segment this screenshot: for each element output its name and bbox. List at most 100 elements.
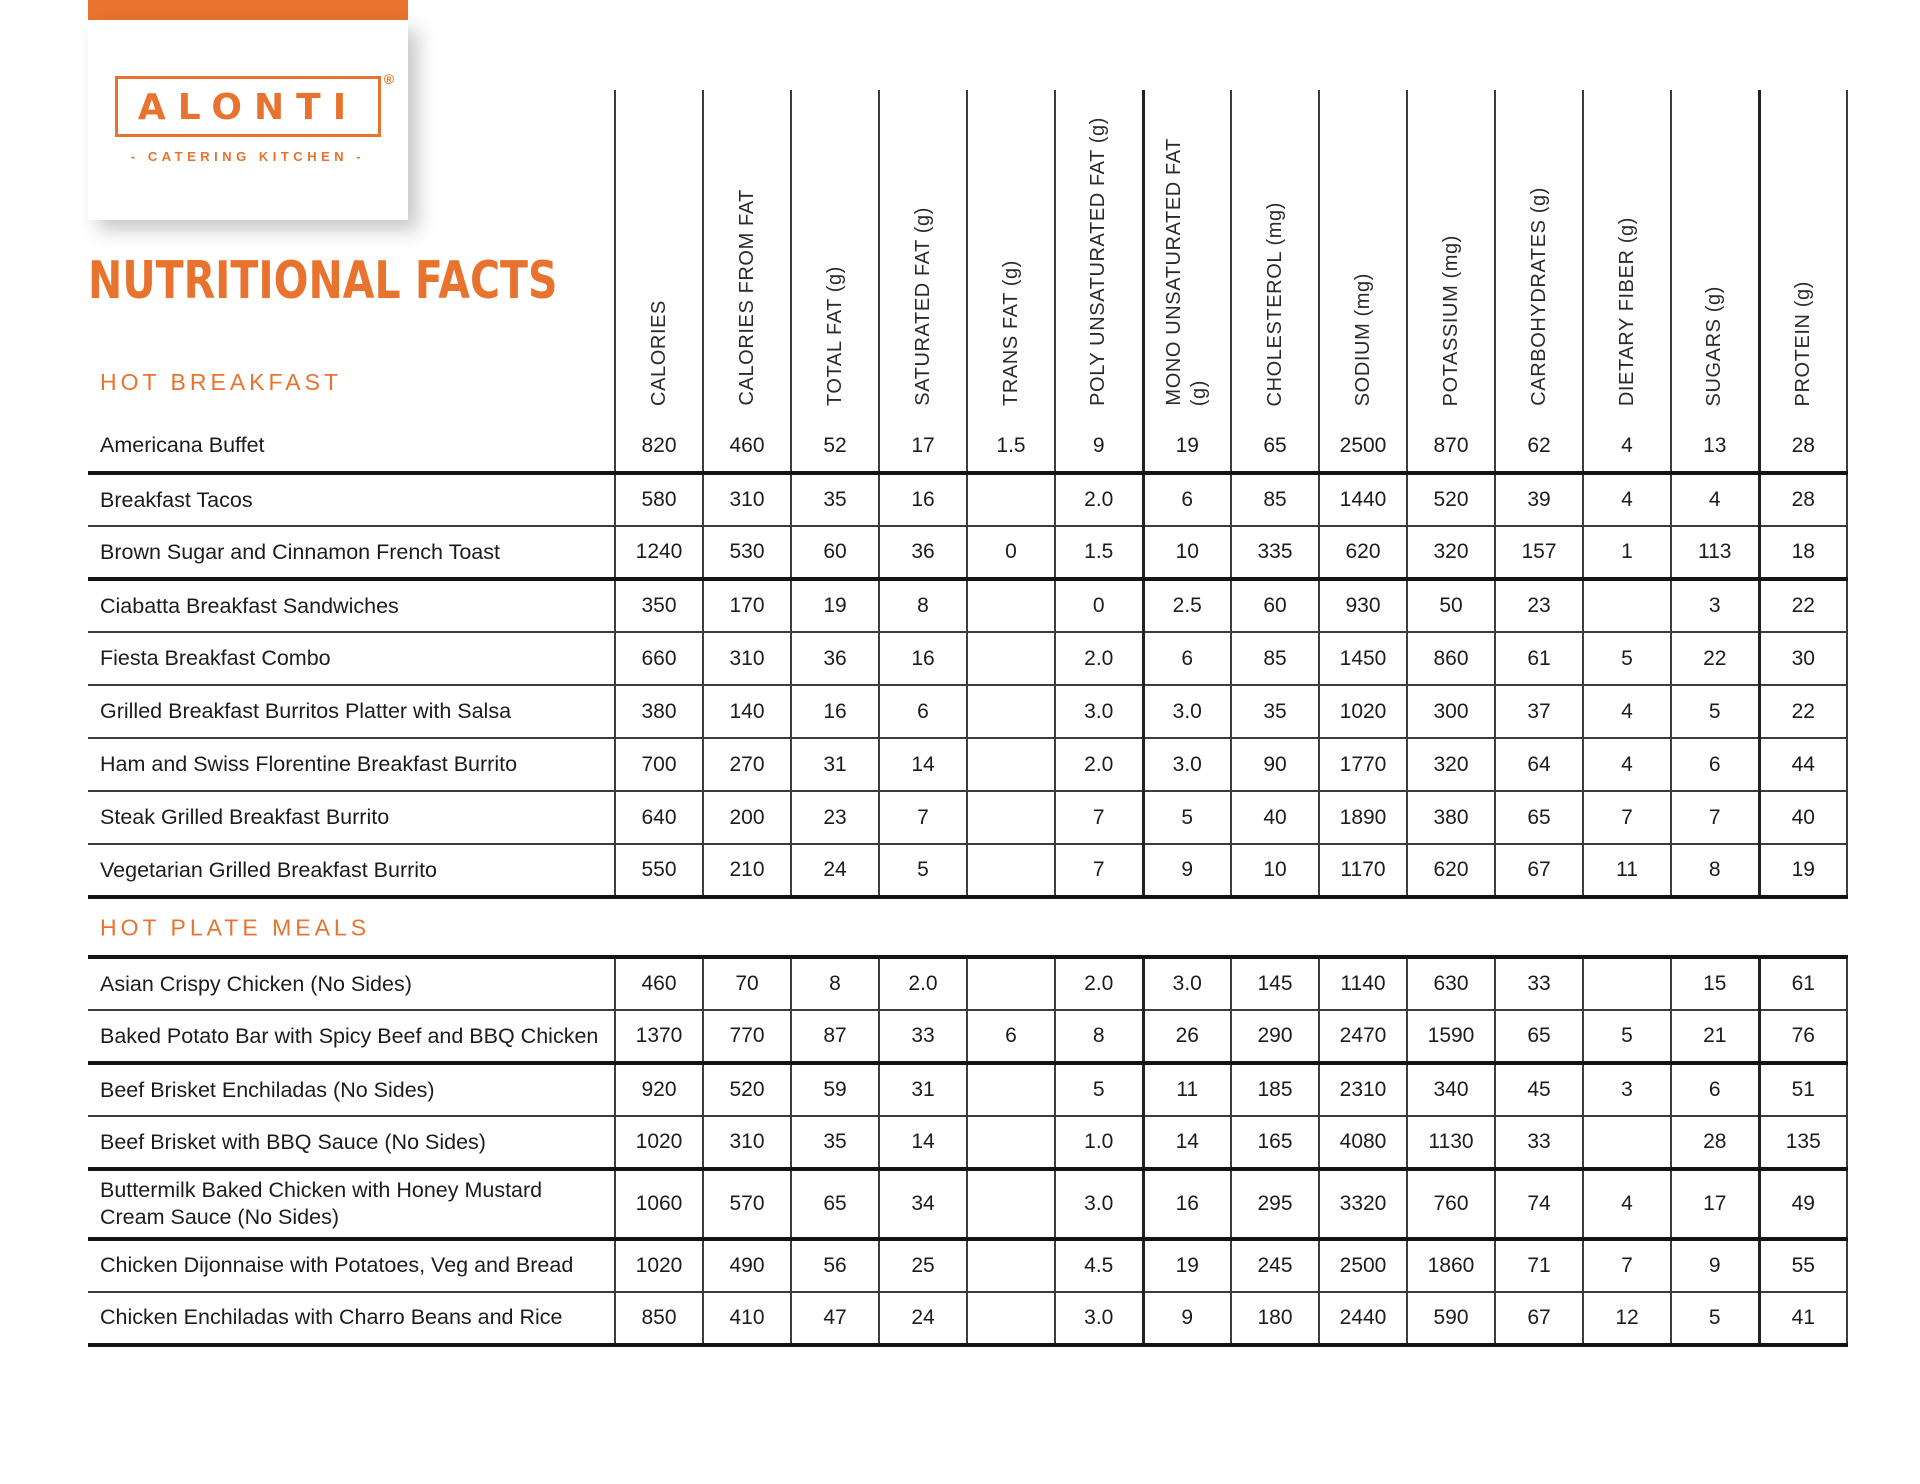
nutrition-value-sugars-g: 28 <box>1670 1116 1759 1171</box>
nutrition-value-dietary-fiber-g <box>1582 957 1671 1011</box>
col-header-trans-fat-g: TRANS FAT (g) <box>966 90 1055 420</box>
nutrition-value-carbohydrates-g: 67 <box>1494 1291 1583 1347</box>
brand-name: ALONTI <box>137 87 359 128</box>
nutrition-value-cholesterol-mg: 295 <box>1230 1169 1319 1241</box>
nutrition-value-sugars-g: 6 <box>1670 738 1759 792</box>
nutrition-value-calories: 350 <box>614 579 703 633</box>
nutrition-value-sugars-g: 8 <box>1670 844 1759 899</box>
dish-name: Breakfast Tacos <box>88 473 615 527</box>
nutrition-value-sodium-mg: 930 <box>1318 579 1407 633</box>
nutrition-value-trans-fat-g <box>966 1063 1055 1117</box>
nutrition-value-poly-unsaturated-fat-g: 1.0 <box>1054 1116 1143 1171</box>
nutrition-value-sugars-g: 21 <box>1670 1010 1759 1065</box>
logo-card: ALONTI ® - CATERING KITCHEN - <box>88 20 408 220</box>
nutrition-value-trans-fat-g: 6 <box>966 1010 1055 1065</box>
nutrition-value-poly-unsaturated-fat-g: 1.5 <box>1054 526 1143 581</box>
nutrition-value-poly-unsaturated-fat-g: 2.0 <box>1054 632 1143 686</box>
nutrition-value-potassium-mg: 630 <box>1406 957 1495 1011</box>
table-row: Asian Crispy Chicken (No Sides) 460 70 8 2.0… <box>88 957 1848 1011</box>
nutrition-value-trans-fat-g: 1.5 <box>966 420 1055 475</box>
nutrition-value-dietary-fiber-g: 3 <box>1582 1063 1671 1117</box>
dish-name: Grilled Breakfast Burritos Platter with … <box>88 685 615 739</box>
nutrition-value-calories: 1020 <box>614 1238 703 1293</box>
nutrition-value-calories-from-fat: 310 <box>702 1116 791 1171</box>
table-row: Breakfast Tacos 580 310 35 16 2.0 6 85 1440 520 39… <box>88 473 1848 527</box>
nutrition-value-calories-from-fat: 210 <box>702 844 791 899</box>
nutrition-value-calories: 640 <box>614 791 703 845</box>
nutrition-value-calories: 820 <box>614 420 703 475</box>
col-header-potassium-mg: POTASSIUM (mg) <box>1406 90 1495 420</box>
nutrition-value-saturated-fat-g: 16 <box>878 473 967 527</box>
table-row: Chicken Dijonnaise with Potatoes, Veg an… <box>88 1238 1848 1293</box>
nutrition-value-potassium-mg: 1860 <box>1406 1238 1495 1293</box>
col-header-label: CALORIES <box>647 300 670 406</box>
nutrition-value-mono-unsaturated-fat: 9 <box>1141 1291 1231 1347</box>
nutrition-value-mono-unsaturated-fat: 26 <box>1141 1010 1231 1065</box>
nutrition-value-total-fat-g: 36 <box>790 632 879 686</box>
nutrition-value-protein-g: 76 <box>1757 1010 1848 1065</box>
nutrition-value-carbohydrates-g: 45 <box>1494 1063 1583 1117</box>
nutrition-value-carbohydrates-g: 64 <box>1494 738 1583 792</box>
nutrition-value-protein-g: 30 <box>1757 632 1848 686</box>
table-row: Vegetarian Grilled Breakfast Burrito 550 2… <box>88 844 1848 899</box>
nutrition-value-carbohydrates-g: 74 <box>1494 1169 1583 1241</box>
nutrition-value-dietary-fiber-g: 4 <box>1582 738 1671 792</box>
table-row: Buttermilk Baked Chicken with Honey Must… <box>88 1169 1848 1241</box>
nutrition-value-mono-unsaturated-fat: 5 <box>1141 791 1231 845</box>
nutrition-value-saturated-fat-g: 14 <box>878 738 967 792</box>
nutrition-value-poly-unsaturated-fat-g: 2.0 <box>1054 473 1143 527</box>
nutrition-value-total-fat-g: 52 <box>790 420 879 475</box>
nutrition-value-calories-from-fat: 460 <box>702 420 791 475</box>
nutrition-value-trans-fat-g <box>966 579 1055 633</box>
dish-name: Fiesta Breakfast Combo <box>88 632 615 686</box>
nutrition-value-mono-unsaturated-fat: 3.0 <box>1141 957 1231 1011</box>
nutrition-value-calories: 700 <box>614 738 703 792</box>
nutrition-value-calories: 1370 <box>614 1010 703 1065</box>
col-header-label: CHOLESTEROL (mg) <box>1263 201 1286 406</box>
nutrition-value-poly-unsaturated-fat-g: 3.0 <box>1054 1169 1143 1241</box>
nutrition-value-dietary-fiber-g: 7 <box>1582 791 1671 845</box>
nutrition-value-potassium-mg: 320 <box>1406 738 1495 792</box>
nutrition-value-sugars-g: 5 <box>1670 1291 1759 1347</box>
column-header-row: HOT BREAKFAST CALORIES CALORIES FROM FAT T… <box>88 90 1848 420</box>
nutrition-value-cholesterol-mg: 85 <box>1230 473 1319 527</box>
dish-name: Buttermilk Baked Chicken with Honey Must… <box>88 1169 615 1241</box>
nutrition-value-trans-fat-g: 0 <box>966 526 1055 581</box>
nutrition-value-total-fat-g: 35 <box>790 473 879 527</box>
nutrition-value-mono-unsaturated-fat: 3.0 <box>1141 738 1231 792</box>
nutrition-value-poly-unsaturated-fat-g: 3.0 <box>1054 685 1143 739</box>
nutrition-value-cholesterol-mg: 165 <box>1230 1116 1319 1171</box>
nutrition-value-saturated-fat-g: 6 <box>878 685 967 739</box>
nutrition-value-total-fat-g: 16 <box>790 685 879 739</box>
table-row: Beef Brisket Enchiladas (No Sides) 920 520… <box>88 1063 1848 1117</box>
nutrition-value-potassium-mg: 340 <box>1406 1063 1495 1117</box>
nutrition-value-calories-from-fat: 520 <box>702 1063 791 1117</box>
table-row: Beef Brisket with BBQ Sauce (No Sides) 10… <box>88 1116 1848 1171</box>
nutrition-value-sugars-g: 113 <box>1670 526 1759 581</box>
dish-name: Chicken Enchiladas with Charro Beans and… <box>88 1291 615 1347</box>
nutrition-value-saturated-fat-g: 8 <box>878 579 967 633</box>
section-title-hot-plate-meals: HOT PLATE MEALS <box>100 914 371 941</box>
nutrition-value-cholesterol-mg: 245 <box>1230 1238 1319 1293</box>
nutrition-value-saturated-fat-g: 2.0 <box>878 957 967 1011</box>
table-row: Brown Sugar and Cinnamon French Toast 124… <box>88 526 1848 581</box>
nutrition-value-calories: 550 <box>614 844 703 899</box>
nutrition-value-potassium-mg: 760 <box>1406 1169 1495 1241</box>
nutrition-value-sugars-g: 17 <box>1670 1169 1759 1241</box>
nutrition-value-mono-unsaturated-fat: 16 <box>1141 1169 1231 1241</box>
nutrition-value-carbohydrates-g: 157 <box>1494 526 1583 581</box>
dish-name: Ciabatta Breakfast Sandwiches <box>88 579 615 633</box>
nutrition-value-calories-from-fat: 270 <box>702 738 791 792</box>
col-header-label: POLY UNSATURATED FAT (g) <box>1087 117 1110 406</box>
nutrition-value-mono-unsaturated-fat: 6 <box>1141 632 1231 686</box>
nutrition-value-trans-fat-g <box>966 685 1055 739</box>
nutrition-value-calories: 1240 <box>614 526 703 581</box>
nutrition-value-cholesterol-mg: 185 <box>1230 1063 1319 1117</box>
nutrition-value-protein-g: 61 <box>1757 957 1848 1011</box>
nutrition-value-dietary-fiber-g: 7 <box>1582 1238 1671 1293</box>
top-orange-bar <box>88 0 408 20</box>
nutrition-value-sodium-mg: 1770 <box>1318 738 1407 792</box>
nutrition-value-saturated-fat-g: 25 <box>878 1238 967 1293</box>
col-header-label: TOTAL FAT (g) <box>823 265 846 406</box>
nutrition-value-calories-from-fat: 70 <box>702 957 791 1011</box>
